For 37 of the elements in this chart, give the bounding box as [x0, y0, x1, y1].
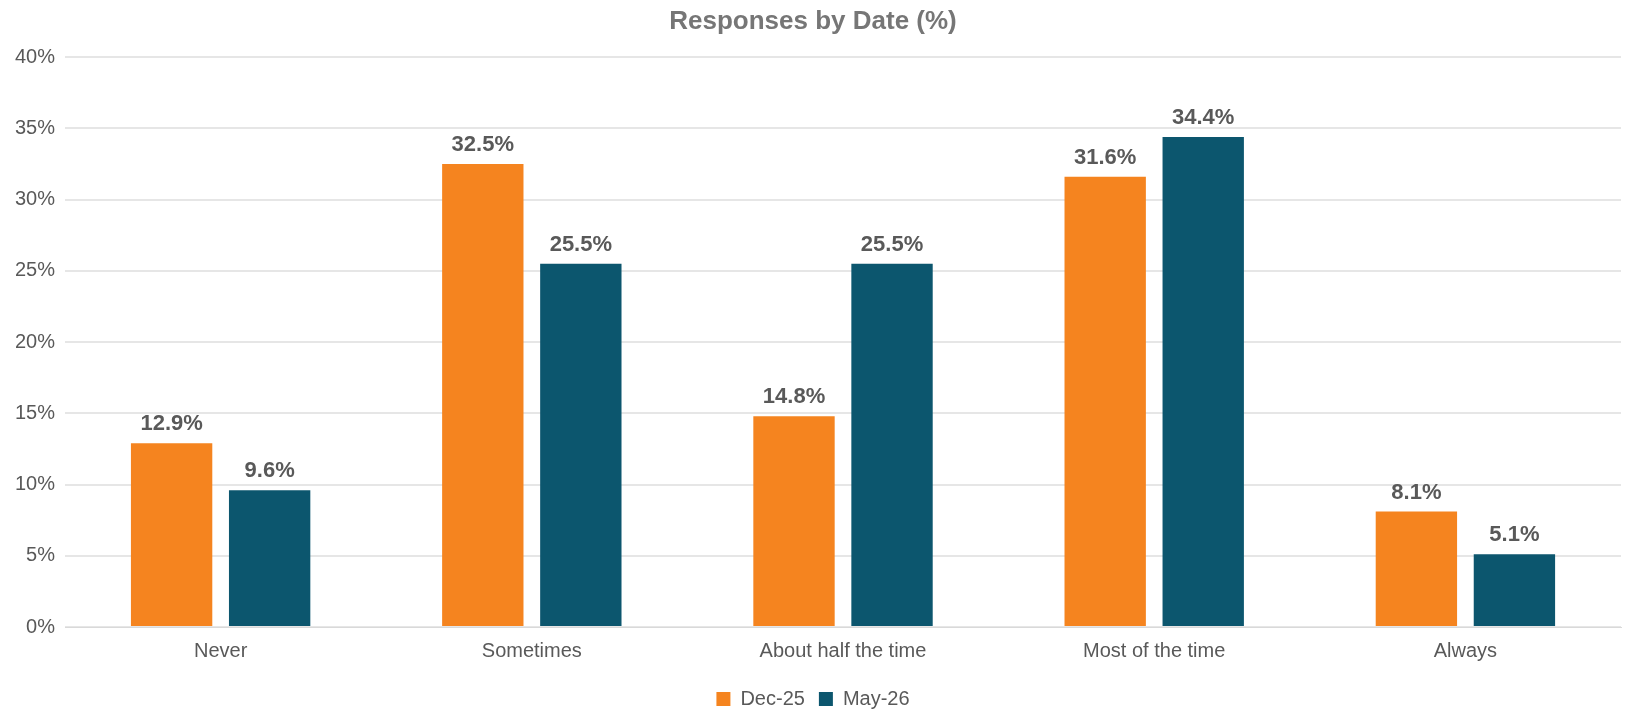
data-label: 32.5% [451, 131, 514, 157]
bar [851, 263, 933, 626]
y-tick-label: 5% [26, 543, 56, 566]
data-label: 25.5% [860, 230, 924, 256]
data-label: 25.5% [549, 230, 613, 256]
data-label: 34.4% [1172, 104, 1235, 130]
x-tick-label: Most of the time [1083, 638, 1226, 661]
bar [540, 263, 622, 626]
x-tick-label: Sometimes [481, 638, 582, 661]
y-tick-label: 15% [15, 400, 56, 423]
chart-title: Responses by Date (%) [669, 4, 957, 35]
x-tick-label: Never [193, 638, 248, 661]
data-label: 31.6% [1074, 143, 1137, 169]
y-tick-label: 25% [15, 258, 56, 281]
y-tick-label: 30% [15, 187, 56, 210]
bar [1473, 554, 1556, 626]
bar [228, 490, 311, 626]
bar [1162, 136, 1244, 626]
y-tick-label: 20% [15, 329, 56, 352]
data-label: 8.1% [1391, 478, 1442, 504]
data-label: 5.1% [1489, 521, 1540, 547]
data-label: 12.9% [140, 410, 203, 436]
bar [1064, 176, 1146, 626]
x-tick-label: About half the time [759, 638, 927, 661]
y-tick-label: 35% [15, 115, 56, 138]
y-tick-label: 0% [26, 614, 56, 637]
legend-label: May-26 [842, 686, 910, 709]
bar [130, 443, 213, 626]
y-tick-label: 10% [15, 472, 56, 495]
legend-label: Dec-25 [740, 686, 805, 709]
x-tick-label: Always [1433, 638, 1498, 661]
data-label: 9.6% [244, 457, 295, 483]
data-label: 14.8% [762, 383, 826, 409]
bar [753, 416, 835, 626]
bar [442, 164, 524, 626]
bar [1375, 511, 1458, 626]
y-tick-label: 40% [15, 44, 56, 67]
